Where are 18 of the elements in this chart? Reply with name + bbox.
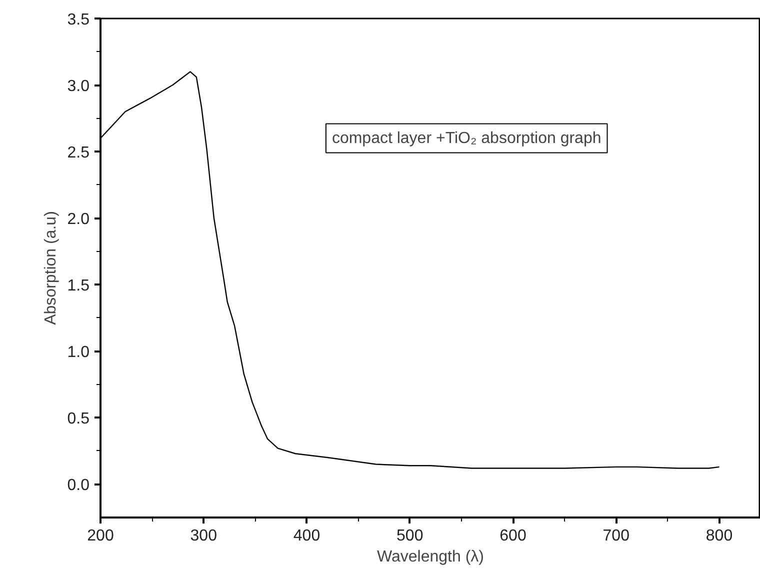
x-tick-label: 200 [87, 528, 114, 544]
annotation: compact layer +TiO₂ absorption graph [332, 130, 602, 147]
y-tick-label: 1.0 [67, 344, 90, 362]
x-tick-label: 700 [602, 528, 630, 544]
y-tick-label: 1.5 [67, 278, 90, 295]
y-tick-label: 0.5 [67, 410, 90, 428]
y-tick-label: 3.0 [67, 78, 90, 96]
x-tick-label: 600 [500, 528, 526, 544]
x-tick-label: 800 [706, 528, 733, 544]
y-tick-label: 2.5 [67, 144, 90, 162]
x-tick-label: 300 [190, 528, 218, 544]
y-tick-label: 2.0 [67, 211, 90, 228]
x-tick-label: 400 [293, 528, 320, 544]
y-axis-title: Absorption (a.u) [42, 211, 60, 325]
y-tick-label: 0.0 [67, 477, 90, 494]
x-axis-title: Wavelength (λ) [377, 548, 484, 566]
x-tick-label: 500 [396, 528, 424, 544]
y-tick-label: 3.5 [67, 12, 90, 28]
